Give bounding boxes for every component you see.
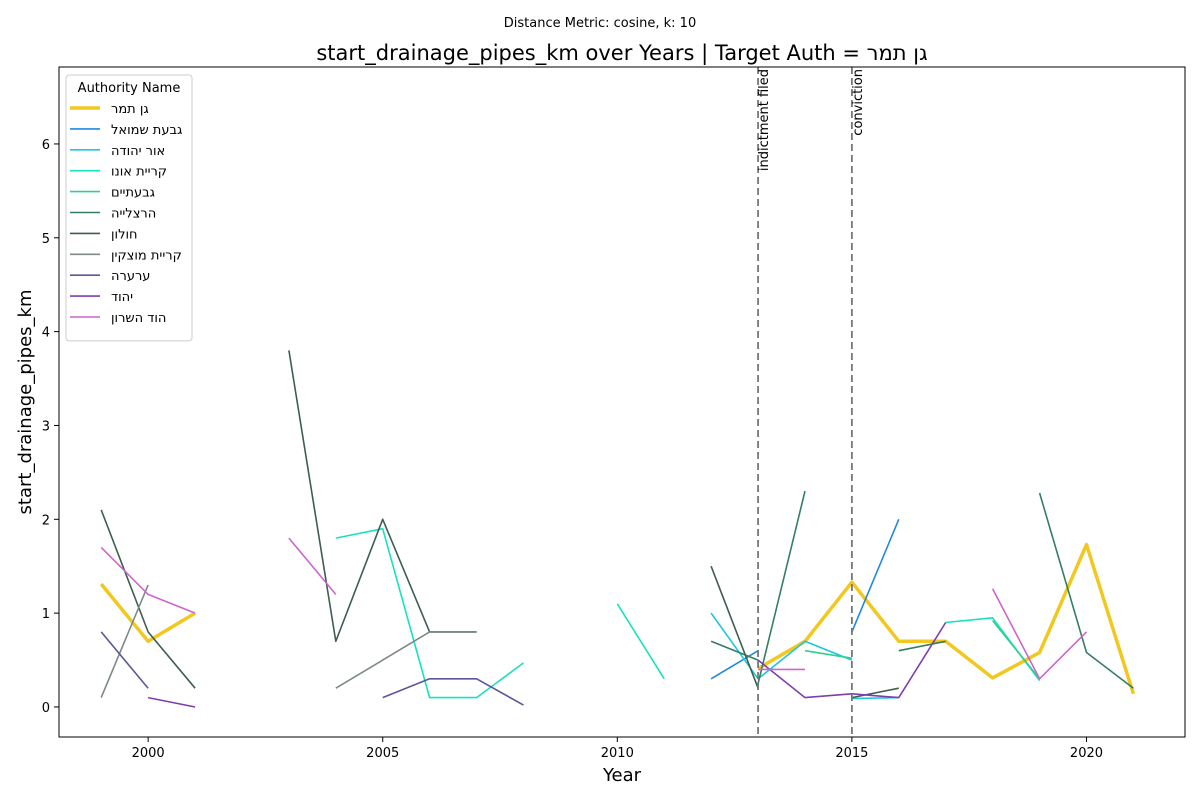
series-line [335, 631, 477, 689]
x-axis-label: Year [602, 765, 642, 786]
y-tick-label: 4 [42, 326, 50, 341]
x-axis: 2000 2005 2010 2015 2020 [132, 737, 1103, 761]
legend-entry: גבעת שמואל [111, 123, 182, 138]
series-line [616, 603, 665, 680]
x-tick-label: 2010 [601, 746, 634, 761]
legend-entry: קריית מוצקין [111, 248, 182, 263]
series-line [851, 518, 900, 633]
y-tick-label: 2 [42, 513, 50, 528]
x-tick-label: 2000 [132, 746, 165, 761]
legend: Authority Name גן תמר גבעת שמואל אור יהודה ק… [65, 74, 193, 342]
y-tick-label: 3 [42, 419, 50, 434]
axes-frame [58, 66, 1186, 738]
legend-title: Authority Name [78, 81, 181, 96]
chart-title: start_drainage_pipes_km over Years | Tar… [316, 41, 928, 66]
series-line [710, 640, 759, 661]
series-line [710, 650, 759, 680]
event-label: conviction [851, 69, 866, 136]
series-line [991, 620, 1041, 680]
series-line [288, 350, 477, 643]
y-tick-label: 1 [42, 607, 50, 622]
series-line [100, 546, 196, 614]
series-line [99, 582, 197, 644]
legend-entry: יהוד [111, 290, 133, 305]
legend-entry: חולון [111, 227, 138, 242]
legend-entry: אור יהודה [111, 144, 165, 159]
series-line [100, 584, 149, 698]
series-line [147, 696, 196, 708]
x-tick-label: 2005 [366, 746, 399, 761]
series-line [710, 565, 759, 689]
series-line [991, 588, 1088, 680]
series-line [945, 617, 1041, 682]
series-line [335, 527, 524, 699]
plot-area: indictment filed conviction [99, 67, 1136, 737]
legend-entry: הרצלייה [111, 207, 156, 222]
legend-entry: קריית אונו [111, 165, 167, 180]
y-tick-label: 6 [42, 138, 50, 153]
series-line [100, 509, 196, 689]
series-line [710, 612, 853, 680]
series-line [898, 640, 946, 652]
series-line [382, 678, 524, 706]
series-line [100, 631, 149, 689]
series-line [804, 649, 853, 659]
series-line [851, 687, 899, 699]
x-tick-label: 2015 [835, 746, 868, 761]
legend-entry: גבעתיים [111, 186, 155, 201]
series-line [1038, 492, 1134, 689]
legend-entry: הוד השרון [111, 311, 166, 326]
y-tick-label: 0 [42, 701, 50, 716]
legend-entry: ערערה [111, 269, 150, 284]
legend-entry: גן תמר [111, 102, 149, 117]
event-label: indictment filed [757, 69, 772, 171]
y-axis: 0 1 2 3 4 5 6 [42, 138, 59, 716]
series-line [288, 537, 337, 595]
series-line [757, 622, 947, 699]
chart-suptitle: Distance Metric: cosine, k: 10 [504, 16, 696, 31]
x-tick-label: 2020 [1070, 746, 1103, 761]
y-tick-label: 5 [42, 232, 50, 247]
series-line [757, 490, 806, 684]
y-axis-label: start_drainage_pipes_km [15, 290, 36, 515]
